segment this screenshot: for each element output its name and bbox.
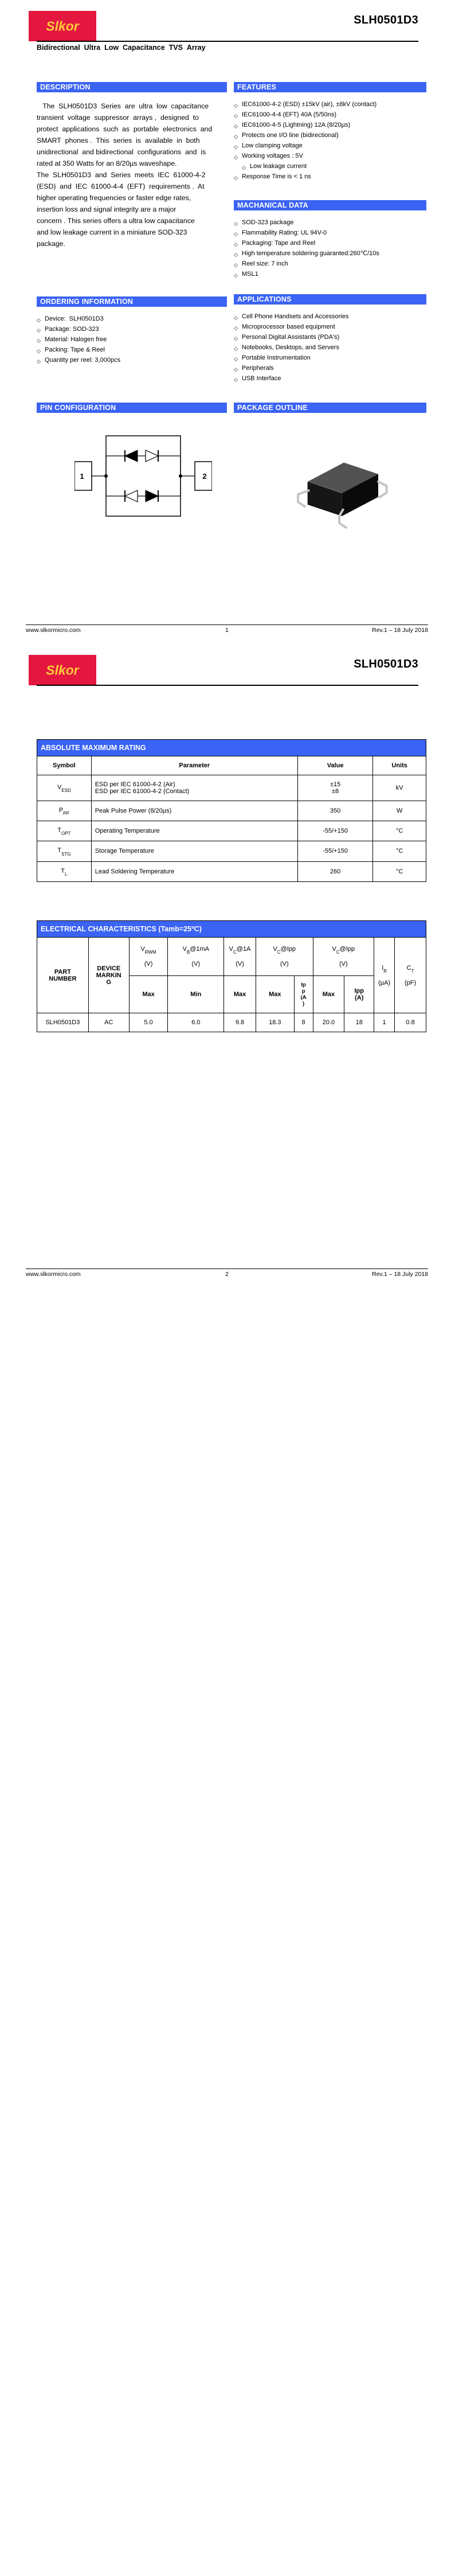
svg-text:Slkor: Slkor xyxy=(46,19,80,34)
svg-text:Slkor: Slkor xyxy=(46,663,80,678)
svg-text:1: 1 xyxy=(80,472,84,481)
svg-text:2: 2 xyxy=(202,472,206,481)
